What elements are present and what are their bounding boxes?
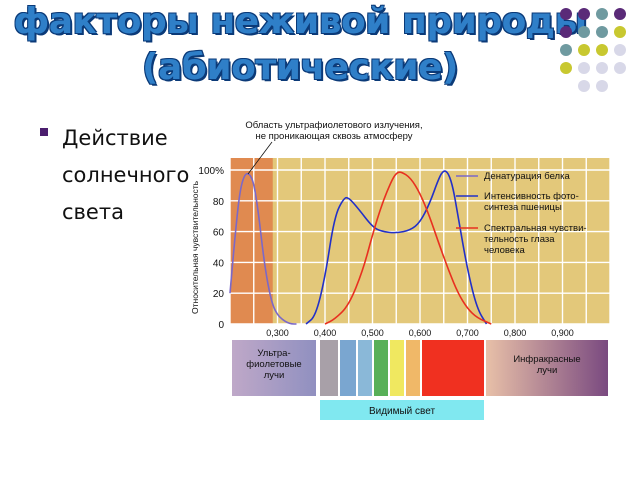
x-tick-label: 0,500 (361, 328, 384, 338)
visible-band-3 (358, 340, 372, 396)
series-line-3 (324, 171, 492, 325)
series-line-1 (229, 172, 297, 325)
dot (560, 26, 572, 38)
ir-label: Инфракрасные (513, 354, 580, 365)
ir-label: лучи (537, 365, 558, 376)
legend-label-3: человека (484, 245, 525, 256)
series-line-2 (305, 170, 488, 325)
y-tick-label: 0 (218, 320, 224, 331)
decorative-dots (560, 8, 626, 92)
bullet-text: Действие солнечного света (62, 120, 192, 231)
dot (596, 62, 608, 74)
dot (596, 80, 608, 92)
legend-label-3: тельность глаза (484, 234, 555, 245)
bullet-line-3: света (62, 200, 124, 224)
dot (596, 44, 608, 56)
bullet-marker (40, 128, 48, 136)
visible-light-label: Видимый свет (369, 406, 436, 417)
visible-band-1 (320, 340, 338, 396)
uv-zone (230, 158, 273, 324)
visible-light-box (320, 400, 484, 420)
y-tick-label: 100% (198, 166, 224, 177)
y-axis-label: Относительная чувствительность (190, 180, 200, 314)
title-line-1: факторы неживой природы (13, 1, 587, 42)
uv-label: лучи (264, 370, 285, 381)
annotation-pointer (247, 141, 273, 175)
dot (578, 26, 590, 38)
y-tick-label: 20 (213, 289, 225, 300)
dot (578, 8, 590, 20)
x-tick-label: 0,400 (314, 328, 337, 338)
x-tick-label: 0,300 (266, 328, 289, 338)
bullet-line-2: солнечного (62, 163, 190, 187)
dot (578, 80, 590, 92)
x-tick-label: 0,800 (504, 328, 527, 338)
x-tick-label: 0,600 (409, 328, 432, 338)
bullet-line-1: Действие (62, 126, 168, 150)
title-line-2: (абиотические) (142, 47, 458, 88)
dot (596, 26, 608, 38)
dot (578, 44, 590, 56)
dot (614, 26, 626, 38)
dot (578, 62, 590, 74)
legend-label-2: Интенсивность фото- (484, 191, 579, 202)
dot (614, 44, 626, 56)
legend-label-3: Спектральная чувстви- (484, 223, 587, 234)
uv-label: фиолетовые (246, 359, 301, 370)
ir-band (486, 340, 608, 396)
spectrum-chart: 0 20 40 60 80 100% 0,300 0,400 0,500 0,600 0,700 0,… (190, 120, 611, 420)
dot (614, 62, 626, 74)
dot (614, 8, 626, 20)
dot (596, 8, 608, 20)
dot (560, 44, 572, 56)
uv-band (232, 340, 316, 396)
dot (560, 62, 572, 74)
y-tick-label: 40 (213, 258, 225, 269)
x-tick-label: 0,900 (551, 328, 574, 338)
annotation-line: Область ультрафиолетового излучения, (245, 120, 422, 131)
visible-band-7 (422, 340, 484, 396)
legend-label-2: синтеза пшеницы (484, 202, 562, 213)
visible-band-5 (390, 340, 404, 396)
visible-band-6 (406, 340, 420, 396)
annotation-line: не проникающая сквозь атмосферу (255, 131, 412, 142)
uv-label: Ультра- (257, 348, 290, 359)
visible-band-4 (374, 340, 388, 396)
y-tick-label: 80 (213, 197, 225, 208)
dot (560, 8, 572, 20)
legend-label-1: Денатурация белка (484, 171, 570, 182)
y-tick-label: 60 (213, 228, 225, 239)
x-tick-label: 0,700 (456, 328, 479, 338)
visible-band-2 (340, 340, 356, 396)
